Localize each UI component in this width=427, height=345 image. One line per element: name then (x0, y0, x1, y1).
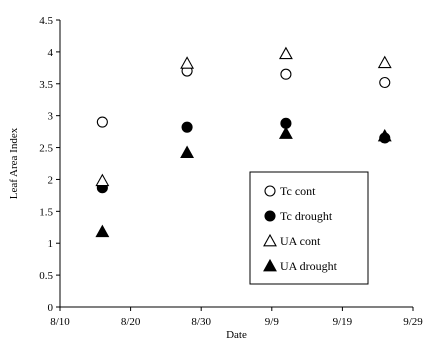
point-tc-drought (181, 121, 193, 133)
tick-labels: 0 0.5 1 1.5 2 2.5 3 3.5 4 4.5 8/10 8/20 8/30 9/9 9/19 9… (39, 15, 423, 328)
y-tick-label: 0 (48, 302, 54, 314)
y-tick-label: 1 (48, 238, 54, 250)
y-axis-title: Leaf Area Index (8, 127, 20, 199)
axes (56, 19, 414, 311)
point-tc-cont (379, 76, 391, 89)
y-tick-label: 1.5 (39, 206, 53, 218)
point-ua-cont (95, 173, 110, 187)
legend-label: Tc cont (280, 184, 316, 198)
x-axis-title: Date (226, 329, 247, 341)
x-tick-label: 8/10 (50, 316, 70, 328)
y-tick-label: 4 (48, 47, 54, 59)
point-ua-cont (377, 55, 392, 69)
y-tick-label: 3 (48, 111, 54, 123)
point-ua-drought (95, 224, 110, 238)
point-ua-drought (180, 145, 195, 159)
legend-marker (264, 185, 276, 197)
legend-label: UA drought (280, 259, 338, 273)
y-tick-label: 2.5 (39, 143, 53, 155)
point-ua-drought (278, 126, 293, 139)
y-tick-label: 4.5 (39, 15, 53, 27)
legend-marker (264, 210, 276, 222)
point-ua-drought (377, 128, 392, 142)
point-ua-cont (278, 46, 293, 60)
legend-label: Tc drought (280, 209, 333, 223)
legend-marker (263, 233, 277, 247)
y-tick-label: 0.5 (39, 270, 53, 282)
y-tick-label: 2 (48, 174, 54, 186)
point-ua-cont (180, 56, 195, 69)
x-tick-label: 9/9 (265, 316, 280, 328)
y-tick-label: 3.5 (39, 79, 53, 91)
legend-marker (263, 258, 277, 272)
x-tick-label: 9/19 (333, 316, 353, 328)
point-tc-cont (96, 116, 108, 128)
x-tick-label: 9/29 (403, 316, 423, 328)
point-tc-cont (280, 68, 292, 80)
legend-label: UA cont (280, 234, 321, 248)
legend: Tc cont Tc drought UA cont UA drought (249, 171, 369, 285)
data-points (95, 46, 392, 238)
x-tick-label: 8/30 (191, 316, 211, 328)
x-tick-label: 8/20 (121, 316, 141, 328)
